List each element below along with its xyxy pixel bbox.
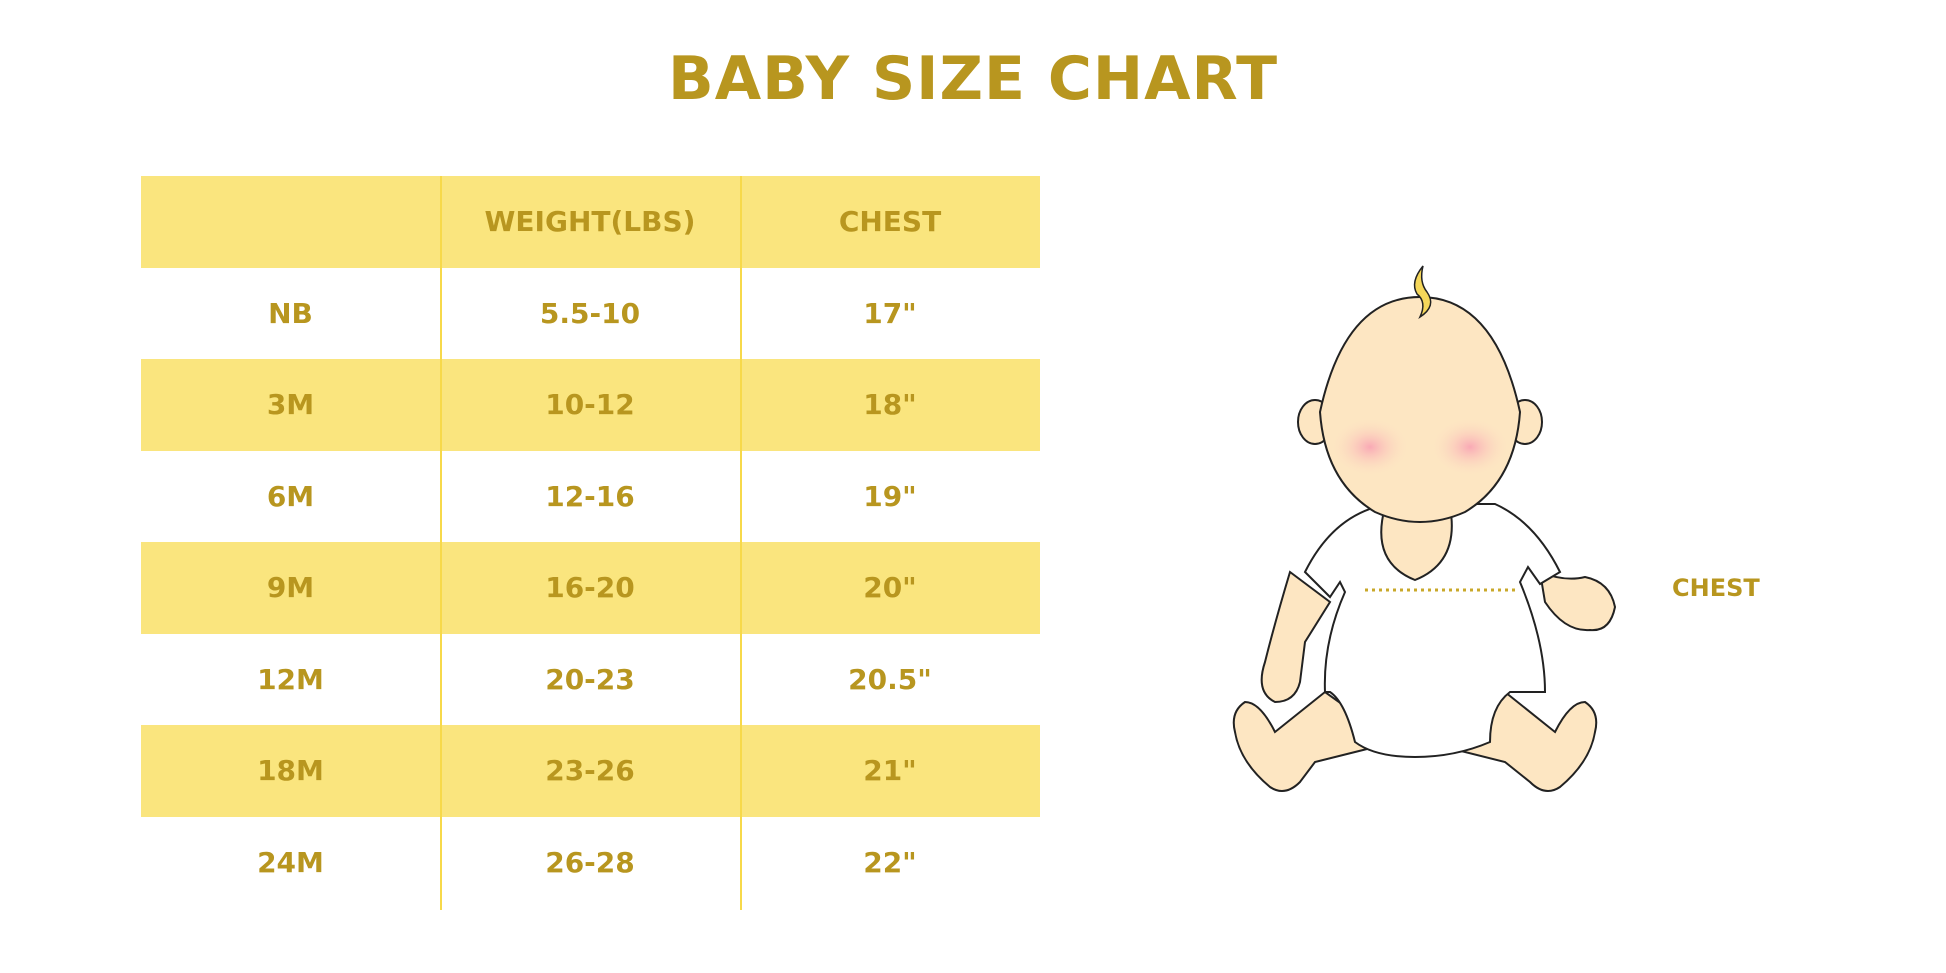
size-table: WEIGHT(LBS) CHEST NB 5.5-10 17" 3M 10-12 18" 6M 1… <box>141 176 1040 908</box>
table-cell: 24M <box>257 845 324 879</box>
table-cell: 23-26 <box>545 754 635 788</box>
table-cell: 18" <box>863 388 917 422</box>
header-cell: WEIGHT(LBS) <box>484 205 696 239</box>
page-title: BABY SIZE CHART <box>668 44 1278 114</box>
table-cell: 12-16 <box>545 479 635 513</box>
table-row: 6M 12-16 19" <box>141 451 1040 543</box>
table-cell: 19" <box>863 479 917 513</box>
table-cell: 17" <box>863 296 917 330</box>
table-cell: 16-20 <box>545 571 635 605</box>
table-cell: 26-28 <box>545 845 635 879</box>
table-cell: 20.5" <box>848 662 932 696</box>
table-cell: 20-23 <box>545 662 635 696</box>
table-row: 24M 26-28 22" <box>141 817 1040 909</box>
table-row: 18M 23-26 21" <box>141 725 1040 817</box>
table-cell: 9M <box>266 571 315 605</box>
table-cell: 3M <box>266 388 315 422</box>
column-divider <box>740 176 742 910</box>
column-divider <box>440 176 442 910</box>
header-cell: CHEST <box>838 205 942 239</box>
table-row: 3M 10-12 18" <box>141 359 1040 451</box>
chest-label: CHEST <box>1672 574 1760 602</box>
table-cell: 21" <box>863 754 917 788</box>
table-cell: 20" <box>863 571 917 605</box>
table-cell: 22" <box>863 845 917 879</box>
table-row: NB 5.5-10 17" <box>141 268 1040 360</box>
table-cell: 10-12 <box>545 388 635 422</box>
table-cell: 6M <box>266 479 315 513</box>
table-cell: 12M <box>257 662 324 696</box>
table-cell: 5.5-10 <box>539 296 641 330</box>
table-cell: 18M <box>257 754 324 788</box>
table-cell: NB <box>268 296 313 330</box>
table-row: 12M 20-23 20.5" <box>141 634 1040 726</box>
header-row: WEIGHT(LBS) CHEST <box>141 176 1040 268</box>
baby-illustration <box>1232 265 1617 792</box>
header-cell <box>141 176 440 268</box>
table-row: 9M 16-20 20" <box>141 542 1040 634</box>
